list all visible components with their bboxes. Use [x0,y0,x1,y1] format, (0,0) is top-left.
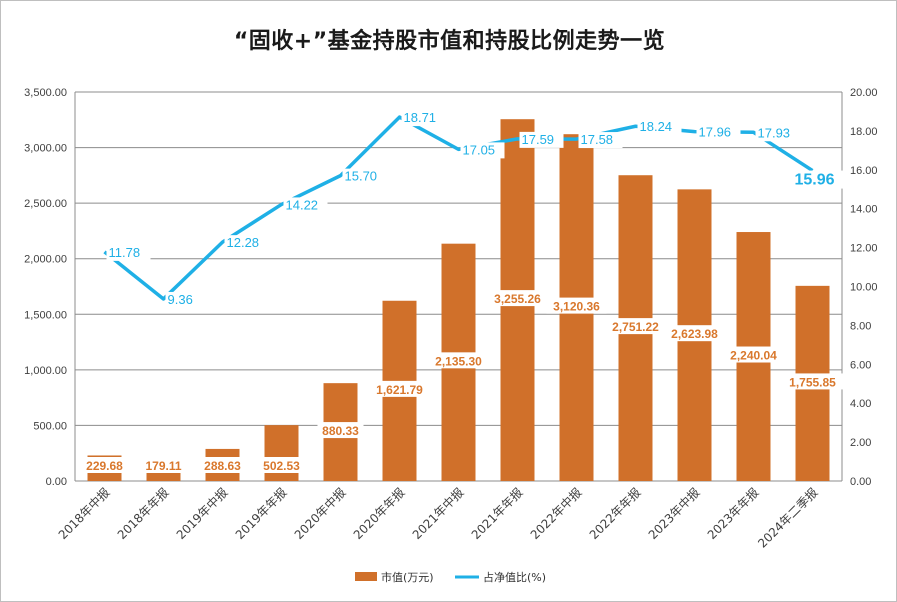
x-axis-tick-label: 2018年中报 [55,485,113,543]
bar-data-label: 288.63 [204,459,241,473]
line-label-bg [401,110,446,127]
bar-label-bg [664,325,725,342]
legend-bar-swatch [355,572,377,581]
right-axis-tick-label: 10.00 [850,282,878,294]
chart-title: “固收+”基金持股市值和持股比例走势一览 [233,29,666,54]
right-axis-tick-label: 2.00 [850,437,871,449]
line-data-label: 11.78 [109,245,141,260]
right-axis-tick-label: 12.00 [850,243,878,255]
x-axis-tick-label: 2019年年报 [232,485,290,543]
bar-label-bg [487,290,548,307]
x-axis-tick-label: 2021年年报 [468,485,526,543]
line-data-label: 17.05 [463,142,496,157]
line-label-bg [519,131,564,148]
bar-data-label: 2,623.98 [671,327,718,341]
right-axis-tick-label: 18.00 [850,126,878,138]
line-label-bg [165,291,202,308]
bar-label-bg [140,457,187,473]
line-data-label: 18.24 [640,119,673,134]
bar-label-bg [605,318,666,335]
x-axis-tick-label: 2023年年报 [704,485,762,543]
x-axis-tick-label: 2023年中报 [645,485,703,543]
bar-data-label: 3,120.36 [553,300,600,314]
bar-data-label: 502.53 [263,459,300,473]
x-axis-tick-label: 2024年二季报 [754,485,820,551]
line-label-bg [224,235,269,252]
x-axis-tick-label: 2018年年报 [114,485,172,543]
line-label-bg [106,244,151,261]
bar-data-label: 2,135.30 [435,354,482,368]
bar-label-bg [782,373,843,390]
left-axis-tick-label: 1,000.00 [24,365,67,377]
line-data-label: 17.93 [758,125,791,140]
bar-data-label: 1,755.85 [789,375,836,389]
line-label-bg [637,119,682,136]
line-label-bg [342,168,387,185]
left-axis-tick-label: 0.00 [46,476,67,488]
line-data-label: 18.71 [404,110,437,125]
line-data-label: 14.22 [286,197,319,212]
left-axis-tick-label: 1,500.00 [24,309,67,321]
bar-data-label: 3,255.26 [494,292,541,306]
line-data-label: 9.36 [168,292,193,307]
bar-data-label: 2,751.22 [612,320,659,334]
left-axis-tick-label: 3,000.00 [24,143,67,155]
legend-bar-label: 市值(万元) [381,570,434,584]
bar-label-bg [723,346,784,363]
right-axis-tick-label: 6.00 [850,359,871,371]
bar-label-bg [546,297,607,314]
line-data-label: 17.96 [699,125,732,140]
bar-data-label: 1,621.79 [376,383,423,397]
bar-label-bg [81,457,128,473]
right-axis-tick-label: 20.00 [850,87,878,99]
line-label-bg [792,170,847,189]
bar-label-bg [369,380,430,397]
line-data-label: 17.58 [581,132,614,147]
left-axis-tick-label: 500.00 [33,420,67,432]
x-axis-tick-label: 2019年中报 [173,485,231,543]
bar-data-label: 179.11 [145,459,181,473]
right-axis-tick-label: 14.00 [850,204,878,216]
right-axis-tick-label: 0.00 [850,476,871,488]
bar-label-bg [258,457,305,473]
x-axis-tick-label: 2020年年报 [350,485,408,543]
line-data-label: 17.59 [522,132,555,147]
left-axis-tick-label: 2,000.00 [24,254,67,266]
left-axis-tick-label: 3,500.00 [24,87,67,99]
bar-label-bg [428,352,489,369]
x-axis-tick-label: 2022年年报 [586,485,644,543]
right-axis-tick-label: 16.00 [850,165,878,177]
bar-label-bg [199,457,246,473]
line-label-bg [755,125,800,142]
line-label-bg [283,197,328,214]
line-data-label: 15.96 [795,172,835,189]
bar-data-label: 2,240.04 [730,349,777,363]
line-label-bg [460,142,505,159]
x-axis-tick-label: 2020年中报 [291,485,349,543]
x-axis-tick-label: 2022年中报 [527,485,585,543]
line-data-label: 12.28 [227,235,260,250]
x-axis-tick-label: 2021年中报 [409,485,467,543]
right-axis-tick-label: 4.00 [850,398,871,410]
line-series [103,115,814,301]
bar-label-bg [317,422,364,439]
bar-data-label: 229.68 [86,459,123,473]
line-data-label: 15.70 [345,169,378,184]
bar-data-label: 880.33 [322,424,359,438]
right-axis-tick-label: 8.00 [850,320,871,332]
line-label-bg [696,124,741,141]
legend-line-label: 占净值比(%) [483,570,546,584]
left-axis-tick-label: 2,500.00 [24,198,67,210]
line-label-bg [578,132,623,149]
